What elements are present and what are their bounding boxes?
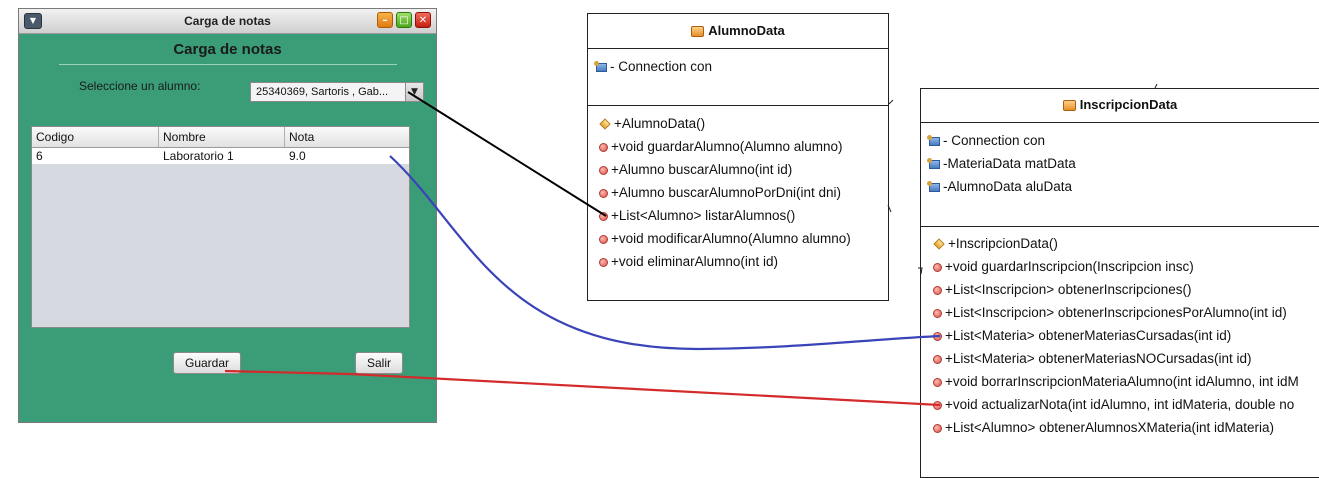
window-titlebar[interactable]: ▼ Carga de notas – □ ✕	[19, 9, 436, 34]
method-icon	[933, 377, 942, 387]
uml-divider	[921, 122, 1319, 123]
method-label: +List<Materia> obtenerMateriasNOCursadas…	[945, 351, 1252, 366]
method-label: +InscripcionData()	[948, 236, 1058, 251]
class-icon	[691, 26, 705, 38]
method-label: +void guardarAlumno(Alumno alumno)	[611, 139, 843, 154]
method-row: +void guardarAlumno(Alumno alumno)	[599, 139, 843, 154]
method-icon	[933, 285, 942, 295]
field-icon	[927, 157, 940, 169]
alumno-combobox-value: 25340369, Sartoris , Gab...	[256, 86, 389, 98]
notas-table[interactable]: Codigo Nombre Nota 6 Laboratorio 1 9.0	[31, 126, 410, 328]
method-row: +List<Alumno> listarAlumnos()	[599, 208, 795, 223]
field-row: - Connection con	[594, 59, 713, 74]
alumnodata-class-box: AlumnoData - Connection con +AlumnoData(…	[587, 13, 889, 301]
method-label: +List<Alumno> obtenerAlumnosXMateria(int…	[945, 420, 1275, 435]
field-icon	[594, 60, 607, 72]
method-label: +Alumno buscarAlumno(int id)	[611, 162, 793, 177]
method-row: +InscripcionData()	[933, 236, 1058, 251]
method-icon	[933, 262, 942, 272]
method-icon	[933, 331, 942, 341]
alumnodata-class-name: AlumnoData	[708, 23, 785, 38]
field-row: -AlumnoData aluData	[927, 179, 1073, 194]
method-label: +void borrarInscripcionMateriaAlumno(int…	[945, 374, 1299, 389]
inscripciondata-class-name: InscripcionData	[1079, 97, 1178, 112]
stray-mark	[888, 99, 894, 105]
method-row: +List<Inscripcion> obtenerInscripciones(…	[933, 282, 1192, 297]
alumnodata-title: AlumnoData	[588, 23, 888, 38]
method-label: +void guardarInscripcion(Inscripcion ins…	[945, 259, 1194, 274]
method-row: +Alumno buscarAlumnoPorDni(int dni)	[599, 185, 841, 200]
field-icon	[927, 180, 940, 192]
method-row: +List<Inscripcion> obtenerInscripcionesP…	[933, 305, 1287, 320]
method-label: +Alumno buscarAlumnoPorDni(int dni)	[611, 185, 841, 200]
field-label: -MateriaData matData	[943, 156, 1076, 171]
table-row[interactable]: 6 Laboratorio 1 9.0	[32, 148, 409, 164]
method-icon	[933, 400, 942, 410]
maximize-button[interactable]: □	[396, 12, 412, 28]
method-label: +AlumnoData()	[614, 116, 706, 131]
method-icon	[599, 211, 608, 221]
method-row: +AlumnoData()	[599, 116, 705, 131]
field-icon	[927, 134, 940, 146]
inscripciondata-title: InscripcionData	[921, 97, 1319, 112]
method-row: +Alumno buscarAlumno(int id)	[599, 162, 792, 177]
method-icon	[599, 142, 608, 152]
column-header-codigo[interactable]: Codigo	[32, 127, 159, 147]
cell-nota[interactable]: 9.0	[289, 149, 306, 163]
column-header-nombre[interactable]: Nombre	[159, 127, 285, 147]
method-row: +void eliminarAlumno(int id)	[599, 254, 778, 269]
method-row: +void borrarInscripcionMateriaAlumno(int…	[933, 374, 1299, 389]
method-row: +void guardarInscripcion(Inscripcion ins…	[933, 259, 1194, 274]
method-label: +List<Alumno> listarAlumnos()	[611, 208, 796, 223]
form-heading: Carga de notas	[173, 41, 282, 58]
class-icon	[1062, 100, 1076, 112]
inscripciondata-class-box: InscripcionData - Connection con -Materi…	[920, 88, 1319, 478]
method-icon	[933, 354, 942, 364]
method-row: +List<Alumno> obtenerAlumnosXMateria(int…	[933, 420, 1274, 435]
field-row: -MateriaData matData	[927, 156, 1076, 171]
field-label: - Connection con	[610, 59, 713, 74]
heading-separator	[59, 64, 397, 65]
field-label: - Connection con	[943, 133, 1046, 148]
cell-codigo[interactable]: 6	[36, 149, 43, 163]
method-icon	[933, 308, 942, 318]
uml-divider	[921, 226, 1319, 227]
constructor-icon	[599, 118, 611, 131]
method-label: +void actualizarNota(int idAlumno, int i…	[945, 397, 1295, 412]
method-label: +List<Inscripcion> obtenerInscripciones(…	[945, 282, 1192, 297]
method-icon	[599, 257, 608, 267]
window-title: Carga de notas	[184, 14, 271, 28]
cell-nombre[interactable]: Laboratorio 1	[163, 149, 234, 163]
uml-divider	[588, 48, 888, 49]
field-label: -AlumnoData aluData	[943, 179, 1073, 194]
select-alumno-label: Seleccione un alumno:	[79, 79, 201, 93]
method-icon	[933, 423, 942, 433]
method-row: +List<Materia> obtenerMateriasNOCursadas…	[933, 351, 1252, 366]
carga-de-notas-window: ▼ Carga de notas – □ ✕ Carga de notas Se…	[18, 8, 437, 423]
method-icon	[599, 234, 608, 244]
column-header-nota[interactable]: Nota	[289, 130, 315, 144]
salir-button[interactable]: Salir	[355, 352, 403, 374]
alumno-combobox[interactable]: 25340369, Sartoris , Gab... ▼	[250, 82, 424, 102]
window-menu-icon[interactable]: ▼	[24, 13, 42, 29]
method-icon	[599, 165, 608, 175]
table-header: Codigo Nombre Nota	[32, 127, 409, 148]
method-icon	[599, 188, 608, 198]
close-button[interactable]: ✕	[415, 12, 431, 28]
method-label: +void eliminarAlumno(int id)	[611, 254, 778, 269]
chevron-down-icon[interactable]: ▼	[405, 83, 423, 101]
method-label: +List<Inscripcion> obtenerInscripcionesP…	[945, 305, 1287, 320]
guardar-button[interactable]: Guardar	[173, 352, 241, 374]
method-label: +List<Materia> obtenerMateriasCursadas(i…	[945, 328, 1232, 343]
field-row: - Connection con	[927, 133, 1046, 148]
uml-divider	[588, 105, 888, 106]
constructor-icon	[933, 238, 945, 251]
minimize-button[interactable]: –	[377, 12, 393, 28]
method-row: +void modificarAlumno(Alumno alumno)	[599, 231, 851, 246]
connector-combo-to-listaralumnos	[407, 91, 607, 217]
method-row: +List<Materia> obtenerMateriasCursadas(i…	[933, 328, 1231, 343]
method-label: +void modificarAlumno(Alumno alumno)	[611, 231, 851, 246]
method-row: +void actualizarNota(int idAlumno, int i…	[933, 397, 1294, 412]
